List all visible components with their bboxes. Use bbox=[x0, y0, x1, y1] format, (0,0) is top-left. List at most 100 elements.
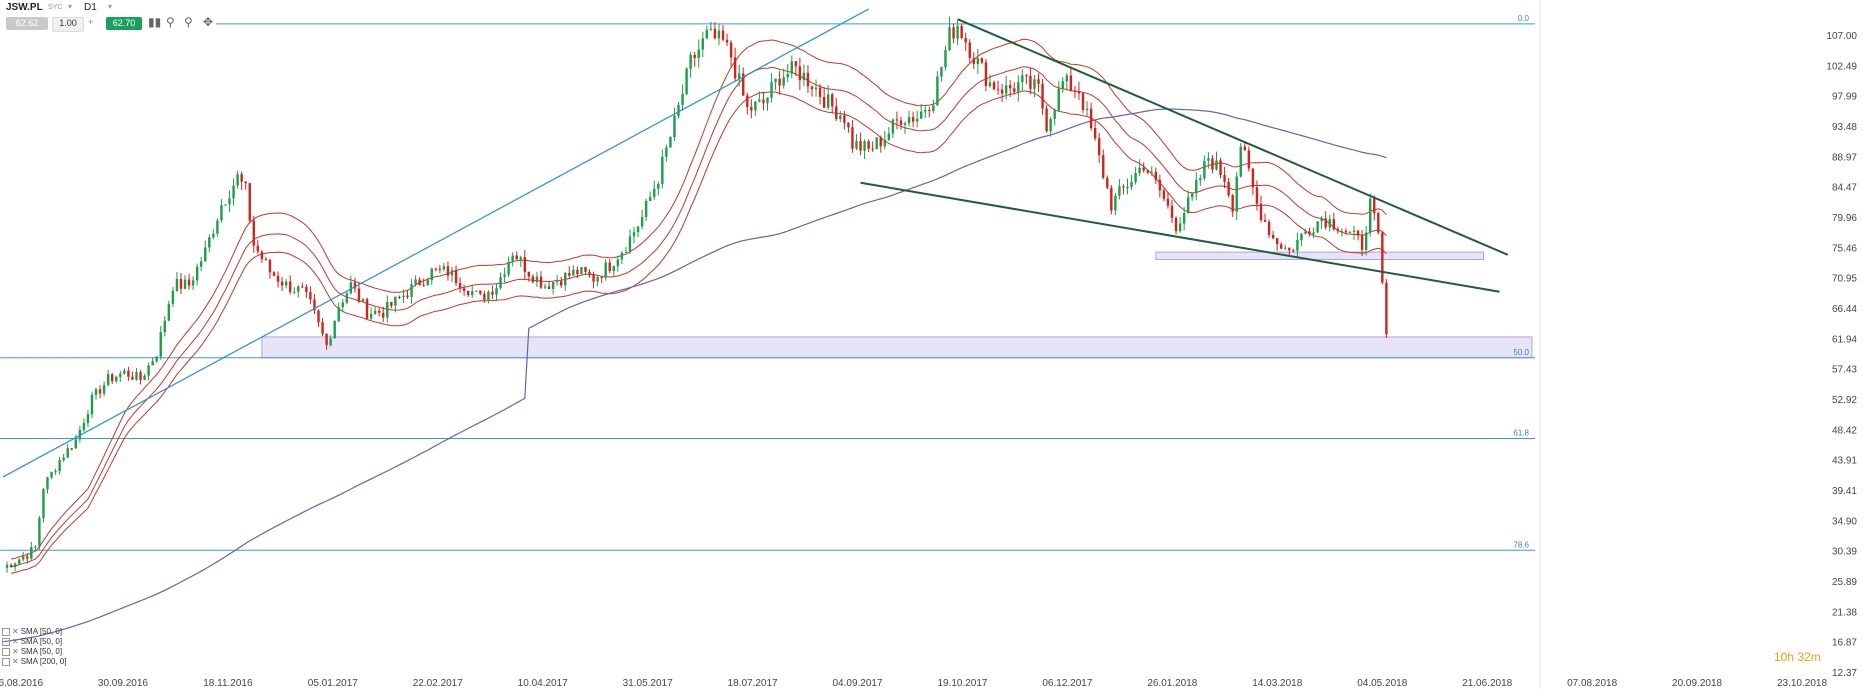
settings-icon[interactable] bbox=[2, 657, 10, 666]
candle-body bbox=[1122, 186, 1125, 188]
x-tick-label: 19.10.2017 bbox=[937, 678, 987, 689]
crosshair-icon[interactable]: ✥ bbox=[203, 15, 214, 29]
candle-body bbox=[867, 141, 870, 149]
candle-body bbox=[135, 372, 138, 380]
candle-body bbox=[511, 255, 514, 262]
quantity-increase-icon[interactable]: + bbox=[88, 17, 94, 27]
fib-level-label: 78.6 bbox=[1513, 540, 1529, 549]
y-tick-label: 102.49 bbox=[1826, 61, 1857, 72]
candle-body bbox=[1134, 173, 1137, 182]
candle-body bbox=[131, 376, 134, 380]
symbol-dropdown-icon[interactable]: ▾ bbox=[68, 2, 73, 11]
candle-body bbox=[891, 119, 895, 134]
candle-body bbox=[822, 96, 826, 108]
candle-body bbox=[948, 27, 951, 51]
candle-body bbox=[964, 37, 967, 43]
chart-type-icon[interactable]: ▮▮ bbox=[148, 15, 162, 29]
candle-body bbox=[960, 25, 963, 38]
y-tick-label: 39.41 bbox=[1832, 486, 1857, 497]
candle-body bbox=[899, 120, 903, 125]
candle-body bbox=[9, 564, 13, 568]
candle-body bbox=[34, 546, 37, 548]
candle-body bbox=[661, 156, 664, 184]
timeframe-label[interactable]: D1 bbox=[84, 2, 97, 13]
candle-body bbox=[790, 61, 793, 74]
candle-body bbox=[1130, 181, 1133, 187]
candle-body bbox=[988, 82, 992, 86]
candle-body bbox=[620, 252, 624, 260]
candle-body bbox=[1340, 230, 1344, 232]
candle-body bbox=[940, 67, 943, 77]
candle-body bbox=[721, 30, 725, 40]
settings-icon[interactable] bbox=[2, 627, 10, 636]
settings-icon[interactable] bbox=[2, 637, 10, 646]
close-icon[interactable]: ✕ bbox=[12, 637, 19, 646]
candle-body bbox=[956, 25, 959, 39]
legend-item[interactable]: ✕ SMA [50, 0] bbox=[2, 637, 67, 647]
candle-body bbox=[422, 285, 425, 287]
timeframe-dropdown-icon[interactable]: ▾ bbox=[108, 2, 113, 11]
candle-body bbox=[1207, 158, 1210, 161]
symbol-label[interactable]: JSW.PL bbox=[6, 2, 43, 13]
y-tick-label: 66.44 bbox=[1832, 304, 1857, 315]
candle-body bbox=[972, 58, 975, 65]
y-tick-label: 52.92 bbox=[1832, 395, 1857, 406]
candle-body bbox=[224, 204, 227, 206]
zoom-out-icon[interactable]: ⚲ bbox=[166, 15, 175, 29]
y-tick-label: 30.39 bbox=[1832, 547, 1857, 558]
candle-body bbox=[600, 276, 603, 278]
candle-body bbox=[382, 312, 385, 318]
x-tick-label: 06.12.2017 bbox=[1042, 678, 1092, 689]
candle-body bbox=[450, 270, 454, 276]
candle-body bbox=[1029, 75, 1032, 89]
candle-body bbox=[1199, 178, 1202, 181]
x-tick-label: 07.08.2018 bbox=[1567, 678, 1617, 689]
candle-body bbox=[171, 291, 175, 304]
quantity-input[interactable]: 1.00 bbox=[52, 17, 84, 32]
candle-body bbox=[454, 270, 458, 284]
candle-body bbox=[515, 255, 518, 260]
y-tick-label: 107.00 bbox=[1826, 31, 1857, 42]
candle-body bbox=[612, 266, 615, 272]
close-icon[interactable]: ✕ bbox=[12, 647, 19, 656]
candle-body bbox=[1191, 193, 1194, 198]
close-icon[interactable]: ✕ bbox=[12, 627, 19, 636]
legend-item[interactable]: ✕ SMA [200, 0] bbox=[2, 657, 67, 667]
zoom-in-icon[interactable]: ⚲ bbox=[184, 15, 193, 29]
legend-label: SMA [50, 0] bbox=[20, 627, 63, 636]
legend-item[interactable]: ✕ SMA [50, 0] bbox=[2, 627, 67, 637]
candle-body bbox=[907, 117, 911, 124]
candle-body bbox=[377, 310, 381, 313]
x-tick-label: 14.03.2018 bbox=[1252, 678, 1302, 689]
candle-body bbox=[240, 174, 243, 182]
close-icon[interactable]: ✕ bbox=[12, 657, 19, 666]
y-tick-label: 70.95 bbox=[1832, 274, 1857, 285]
candle-body bbox=[879, 137, 882, 147]
candle-body bbox=[1284, 247, 1287, 249]
legend-item[interactable]: ✕ SMA [50, 0] bbox=[2, 647, 67, 657]
candle-body bbox=[717, 30, 721, 39]
bid-price-button[interactable]: 62.62 bbox=[6, 17, 48, 30]
candle-body bbox=[689, 54, 692, 69]
candle-body bbox=[1203, 160, 1206, 179]
ask-price-button[interactable]: 62.70 bbox=[106, 17, 142, 30]
sma-line bbox=[11, 66, 1387, 568]
candle-body bbox=[78, 429, 82, 440]
candle-body bbox=[466, 290, 470, 296]
candle-body bbox=[458, 283, 462, 289]
x-tick-label: 05.01.2017 bbox=[308, 678, 358, 689]
candle-body bbox=[770, 82, 773, 98]
candle-body bbox=[523, 257, 527, 272]
candle-body bbox=[54, 471, 57, 473]
candle-body bbox=[531, 276, 535, 283]
candle-body bbox=[1061, 81, 1064, 89]
candle-body bbox=[491, 291, 494, 295]
candle-body bbox=[414, 279, 417, 285]
candle-body bbox=[725, 39, 729, 43]
settings-icon[interactable] bbox=[2, 647, 10, 656]
candle-body bbox=[418, 279, 421, 286]
candle-body bbox=[1211, 158, 1214, 170]
candle-body bbox=[147, 365, 150, 376]
candle-body bbox=[903, 123, 907, 125]
